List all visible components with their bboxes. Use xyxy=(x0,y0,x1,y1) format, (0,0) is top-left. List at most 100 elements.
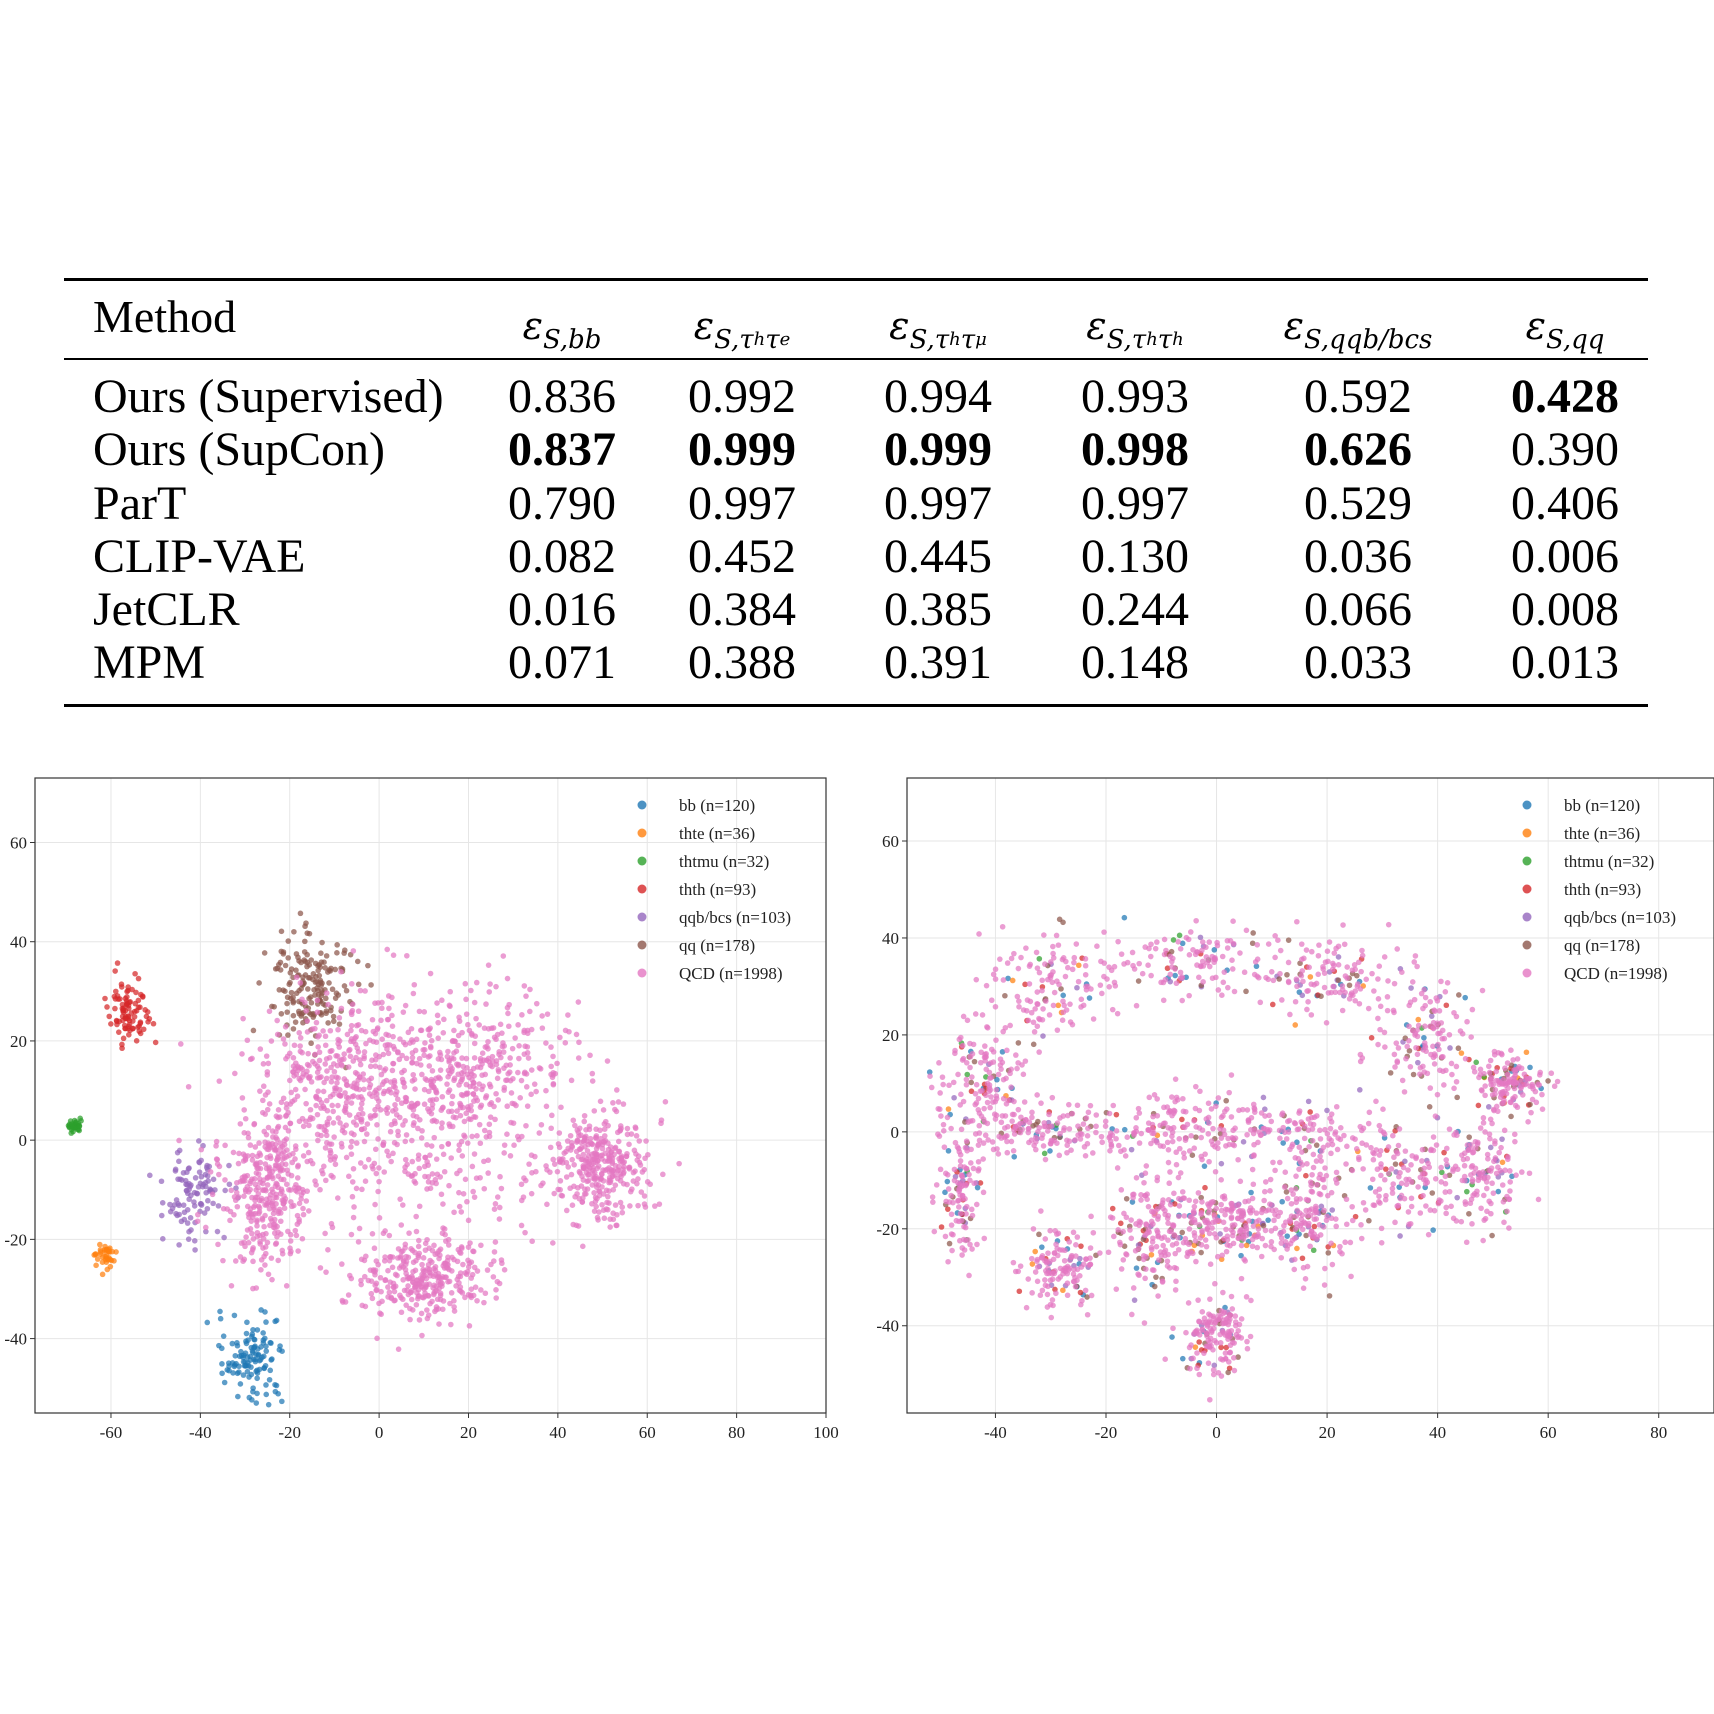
scatter-point xyxy=(372,1106,378,1113)
scatter-point xyxy=(352,1035,358,1041)
scatter-point xyxy=(1055,1276,1062,1282)
scatter-point xyxy=(1029,1109,1035,1116)
scatter-point xyxy=(1248,1189,1254,1196)
scatter-point xyxy=(421,1286,427,1292)
scatter-point xyxy=(314,1009,321,1016)
scatter-point xyxy=(286,1050,293,1057)
scatter-point xyxy=(1243,1222,1249,1229)
scatter-point xyxy=(342,1105,349,1112)
scatter-point xyxy=(470,1248,476,1254)
scatter-point xyxy=(1001,1125,1008,1131)
scatter-point xyxy=(570,1117,577,1124)
scatter-point xyxy=(358,1027,365,1034)
scatter-point xyxy=(432,1264,439,1270)
scatter-point xyxy=(1118,951,1125,957)
scatter-point xyxy=(1323,1172,1330,1179)
scatter-point xyxy=(627,1203,633,1209)
scatter-point xyxy=(296,1200,303,1207)
scatter-point xyxy=(1065,1101,1072,1108)
scatter-point xyxy=(329,1074,335,1080)
scatter-point xyxy=(1113,1286,1120,1292)
scatter-point xyxy=(1138,1192,1144,1198)
scatter-point xyxy=(1535,1196,1542,1203)
scatter-point xyxy=(1048,959,1054,965)
scatter-point xyxy=(1374,1166,1381,1173)
scatter-point xyxy=(1462,1199,1469,1205)
scatter-point xyxy=(562,1040,569,1046)
scatter-point xyxy=(1224,945,1231,951)
scatter-point xyxy=(135,1024,141,1030)
scatter-point xyxy=(946,1082,952,1089)
scatter-point xyxy=(979,1012,986,1018)
scatter-point xyxy=(398,1100,405,1107)
scatter-point xyxy=(1369,970,1375,977)
scatter-point xyxy=(1296,1166,1302,1172)
scatter-point xyxy=(585,1141,592,1148)
scatter-point xyxy=(284,1009,290,1015)
scatter-point xyxy=(275,1123,282,1130)
scatter-point xyxy=(242,1186,249,1193)
scatter-point xyxy=(1176,1195,1182,1202)
scatter-point xyxy=(372,1063,379,1069)
scatter-point xyxy=(1080,1261,1087,1268)
scatter-point xyxy=(980,1156,986,1162)
scatter-point xyxy=(392,1084,398,1091)
scatter-point xyxy=(411,1076,418,1083)
scatter-point xyxy=(527,1008,533,1015)
scatter-point xyxy=(1219,953,1226,960)
scatter-point xyxy=(260,1097,266,1104)
legend-marker xyxy=(637,856,647,866)
scatter-point xyxy=(358,1281,364,1288)
scatter-point xyxy=(1499,1182,1506,1188)
scatter-point xyxy=(378,1071,385,1078)
scatter-point xyxy=(1249,1195,1256,1202)
scatter-point xyxy=(1044,1291,1051,1298)
scatter-point xyxy=(290,1012,297,1019)
scatter-point xyxy=(1325,1250,1332,1256)
scatter-point xyxy=(119,1001,126,1008)
scatter-point xyxy=(249,1055,255,1062)
scatter-point xyxy=(415,1125,421,1132)
scatter-point xyxy=(1397,1169,1403,1176)
scatter-point xyxy=(233,1189,240,1196)
scatter-point xyxy=(1292,1022,1299,1028)
scatter-point xyxy=(1309,1171,1315,1178)
y-tick-label: 60 xyxy=(10,833,27,852)
scatter-point xyxy=(601,1126,608,1132)
scatter-point xyxy=(240,1151,247,1157)
scatter-point xyxy=(323,1132,330,1139)
scatter-point xyxy=(451,1209,457,1216)
scatter-point xyxy=(394,1272,400,1279)
scatter-point xyxy=(1199,1156,1205,1163)
scatter-point xyxy=(1469,1006,1476,1013)
scatter-point xyxy=(1352,1213,1359,1220)
scatter-point xyxy=(1464,1018,1470,1025)
scatter-point xyxy=(499,1030,505,1036)
scatter-point xyxy=(1048,1314,1055,1321)
scatter-point xyxy=(511,1142,517,1149)
scatter-point xyxy=(214,1161,221,1167)
scatter-point xyxy=(1261,1188,1268,1195)
scatter-point xyxy=(1443,1157,1450,1163)
scatter-point xyxy=(323,1056,330,1062)
scatter-point xyxy=(1415,1016,1422,1023)
scatter-point xyxy=(1395,1045,1402,1051)
scatter-point xyxy=(1545,1078,1551,1084)
scatter-point xyxy=(1377,1026,1383,1033)
scatter-point xyxy=(1388,1166,1395,1172)
scatter-point xyxy=(326,1115,332,1122)
scatter-point xyxy=(466,1116,472,1122)
scatter-point xyxy=(471,999,478,1006)
scatter-point xyxy=(341,1129,348,1136)
scatter-point xyxy=(1310,1164,1317,1171)
scatter-point xyxy=(1185,936,1192,943)
scatter-point xyxy=(465,1257,471,1264)
scatter-point xyxy=(105,1246,112,1253)
scatter-point xyxy=(1150,1221,1156,1227)
scatter-point xyxy=(1438,1198,1444,1204)
scatter-point xyxy=(1211,1214,1218,1220)
scatter-point xyxy=(1206,1158,1212,1165)
table-cell-method: ParT xyxy=(93,477,187,530)
scatter-point xyxy=(438,1143,445,1150)
scatter-point xyxy=(307,1114,314,1121)
